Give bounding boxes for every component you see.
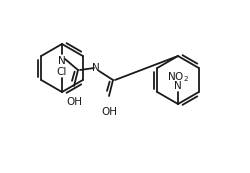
Text: OH: OH	[66, 97, 82, 107]
Text: N: N	[92, 63, 100, 73]
Text: OH: OH	[101, 107, 117, 117]
Text: NO$_2$: NO$_2$	[167, 70, 189, 84]
Text: N: N	[174, 81, 182, 91]
Text: N: N	[58, 56, 66, 66]
Text: Cl: Cl	[57, 67, 67, 77]
